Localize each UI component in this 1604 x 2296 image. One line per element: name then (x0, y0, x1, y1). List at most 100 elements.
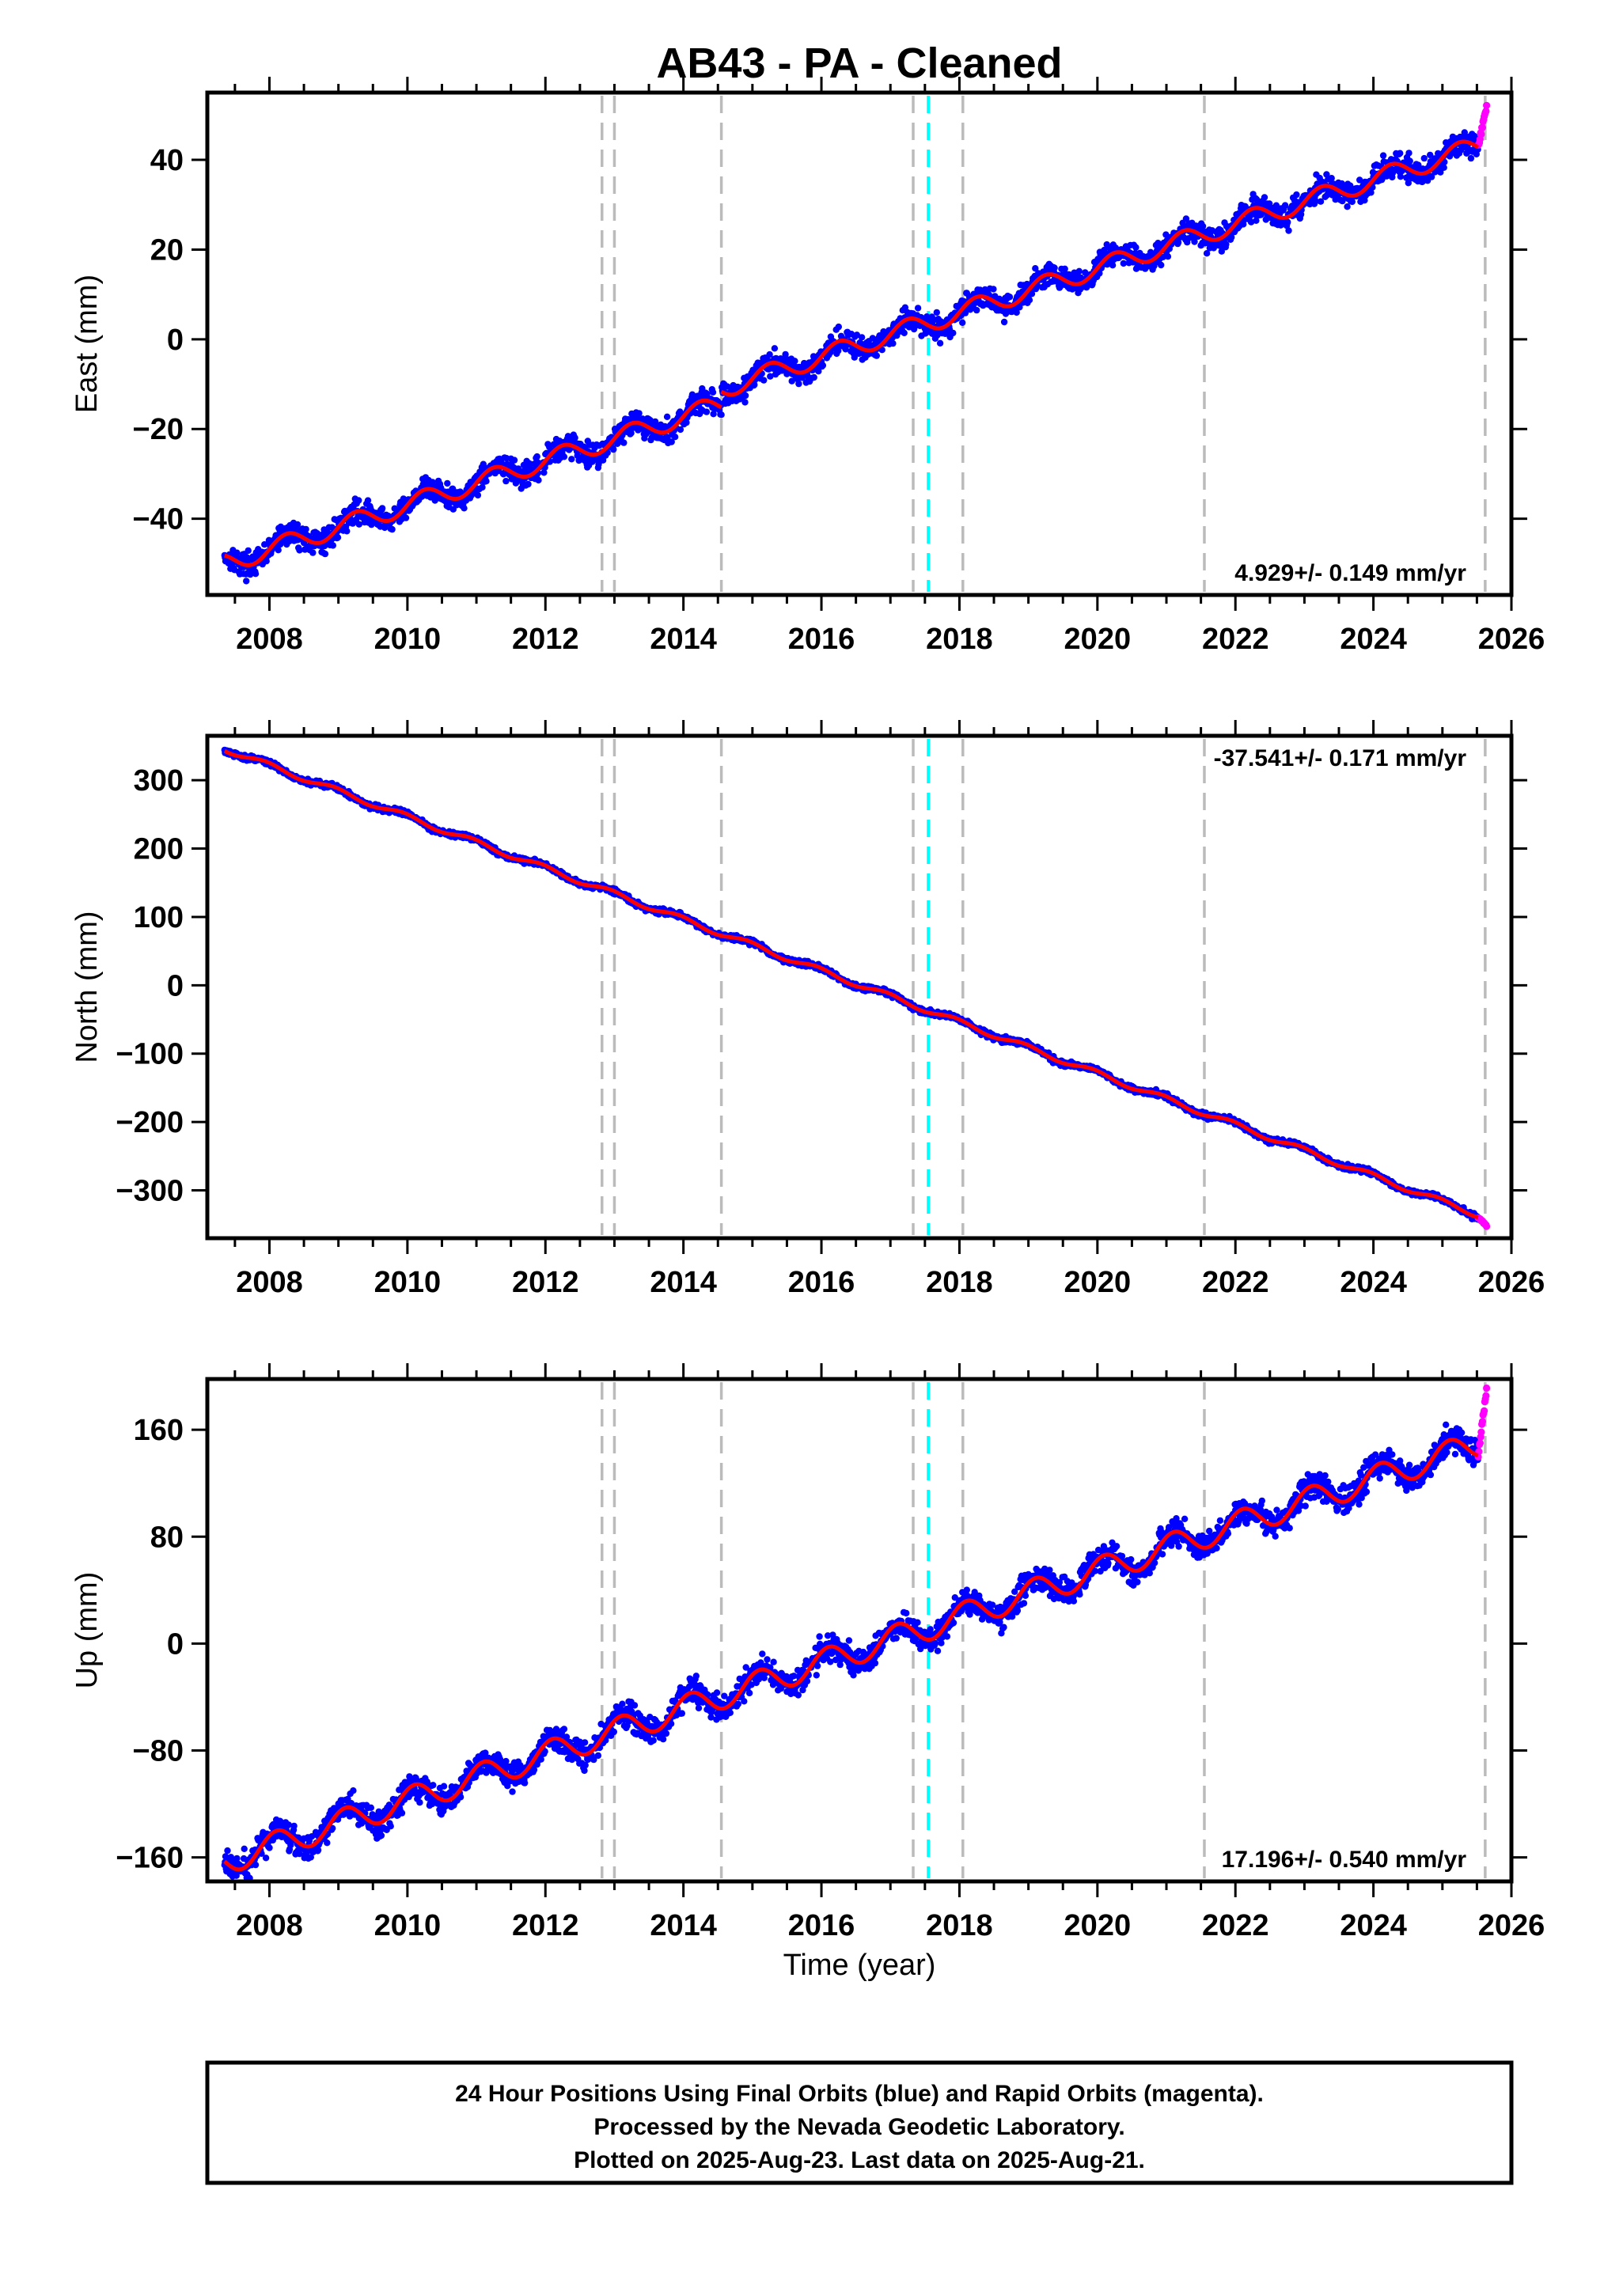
x-tick-label: 2026 (1478, 623, 1545, 656)
final-orbit-point (835, 347, 842, 354)
final-orbit-point (718, 411, 725, 419)
final-orbit-point (1016, 304, 1023, 311)
panels: 2008 2010 2012 2014 2016 2018 2020 2022 2024 2026… (70, 77, 1545, 1942)
final-orbit-point (815, 368, 822, 375)
final-orbit-point (474, 491, 482, 499)
final-orbit-point (1120, 260, 1128, 267)
x-tick-label: 2008 (236, 623, 303, 656)
final-orbit-point (355, 521, 362, 528)
final-orbit-point (973, 306, 980, 314)
final-orbit-point (782, 350, 789, 358)
panel-1: 2008 2010 2012 2014 2016 2018 2020 2022 2024 2026… (70, 77, 1545, 656)
panel-2: 2008 2010 2012 2014 2016 2018 2020 2022 2024 2026… (70, 720, 1545, 1299)
final-orbit-point (560, 453, 568, 460)
final-orbit-point (1006, 294, 1014, 301)
x-tick-label: 2022 (1202, 623, 1269, 656)
final-orbit-point (1285, 227, 1292, 234)
final-orbit-point (663, 413, 671, 420)
final-orbit-point (767, 373, 774, 380)
final-orbit-point (389, 525, 396, 533)
final-orbit-point (449, 485, 457, 492)
final-orbit-point (751, 381, 758, 388)
final-orbit-point (364, 497, 372, 504)
figure-title: AB43 - PA - Cleaned (656, 40, 1062, 87)
final-orbit-point (671, 434, 679, 441)
final-orbit-point (961, 309, 969, 316)
final-orbit-point (1406, 157, 1413, 165)
final-orbit-point (635, 410, 643, 417)
final-orbit-point (1379, 152, 1387, 159)
final-orbit-point (1013, 309, 1020, 316)
final-orbit-point (709, 388, 717, 396)
final-orbit-point (294, 521, 301, 529)
final-orbit-point (1467, 154, 1475, 162)
final-orbit-point (571, 434, 578, 441)
final-orbit-point (1293, 191, 1300, 199)
final-orbit-point (791, 358, 798, 365)
final-orbit-point (261, 541, 268, 548)
final-orbit-point (878, 347, 885, 354)
final-orbit-point (710, 411, 717, 418)
final-orbit-point (1420, 154, 1428, 162)
final-orbit-point (510, 457, 518, 464)
final-orbit-point (1199, 222, 1207, 230)
final-orbit-point (461, 505, 468, 512)
final-orbit-point (1061, 265, 1068, 272)
final-orbit-point (851, 354, 859, 361)
final-orbit-point (1348, 198, 1356, 206)
final-orbit-point (842, 346, 849, 353)
y-tick-label: −40 (133, 503, 184, 536)
final-orbit-point (677, 426, 684, 434)
final-orbit-point (901, 304, 909, 311)
final-orbit-point (771, 345, 779, 352)
final-orbit-point (1397, 150, 1404, 157)
final-orbit-point (914, 305, 922, 312)
final-orbit-point (480, 460, 487, 468)
final-orbit-point (1028, 290, 1036, 297)
final-orbit-point (853, 332, 861, 339)
final-orbit-point (334, 534, 342, 541)
final-orbit-point (795, 380, 802, 388)
x-tick-label: 2018 (926, 623, 993, 656)
final-orbit-point (263, 558, 270, 565)
rapid-orbit-points (1474, 101, 1491, 149)
final-orbit-point (873, 352, 881, 359)
final-orbit-point (889, 339, 897, 347)
final-orbit-point (1397, 173, 1405, 180)
final-orbit-points (221, 129, 1481, 585)
x-tick-label: 2012 (512, 623, 579, 656)
final-orbit-point (355, 497, 362, 504)
x-tick-label: 2014 (650, 623, 717, 656)
final-orbit-point (835, 323, 843, 331)
final-orbit-point (1284, 218, 1291, 225)
final-orbit-point (1032, 265, 1039, 272)
final-orbit-point (502, 477, 510, 485)
final-orbit-point (1051, 264, 1058, 271)
x-tick-label: 2020 (1064, 623, 1132, 656)
final-orbit-point (1344, 203, 1351, 210)
final-orbit-point (766, 350, 773, 358)
y-tick-label: 0 (167, 324, 184, 357)
x-tick-label: 2024 (1340, 623, 1407, 656)
final-orbit-point (343, 528, 351, 535)
final-orbit-point (245, 547, 252, 555)
final-orbit-point (1261, 194, 1268, 201)
x-tick-label: 2016 (788, 623, 855, 656)
final-orbit-point (402, 514, 410, 521)
final-orbit-point (429, 479, 436, 486)
final-orbit-point (1164, 253, 1172, 260)
final-orbit-point (741, 392, 749, 400)
rapid-orbit-point (1483, 101, 1491, 109)
final-orbit-point (950, 329, 957, 337)
final-orbit-point (683, 419, 690, 426)
rate-label: 4.929+/- 0.149 mm/yr (1234, 560, 1466, 586)
final-orbit-point (1026, 297, 1033, 304)
final-orbit-point (302, 525, 309, 533)
final-orbit-point (741, 399, 749, 406)
final-orbit-point (936, 339, 944, 347)
final-orbit-point (788, 377, 795, 385)
final-orbit-point (321, 550, 329, 558)
final-orbit-point (525, 480, 532, 488)
